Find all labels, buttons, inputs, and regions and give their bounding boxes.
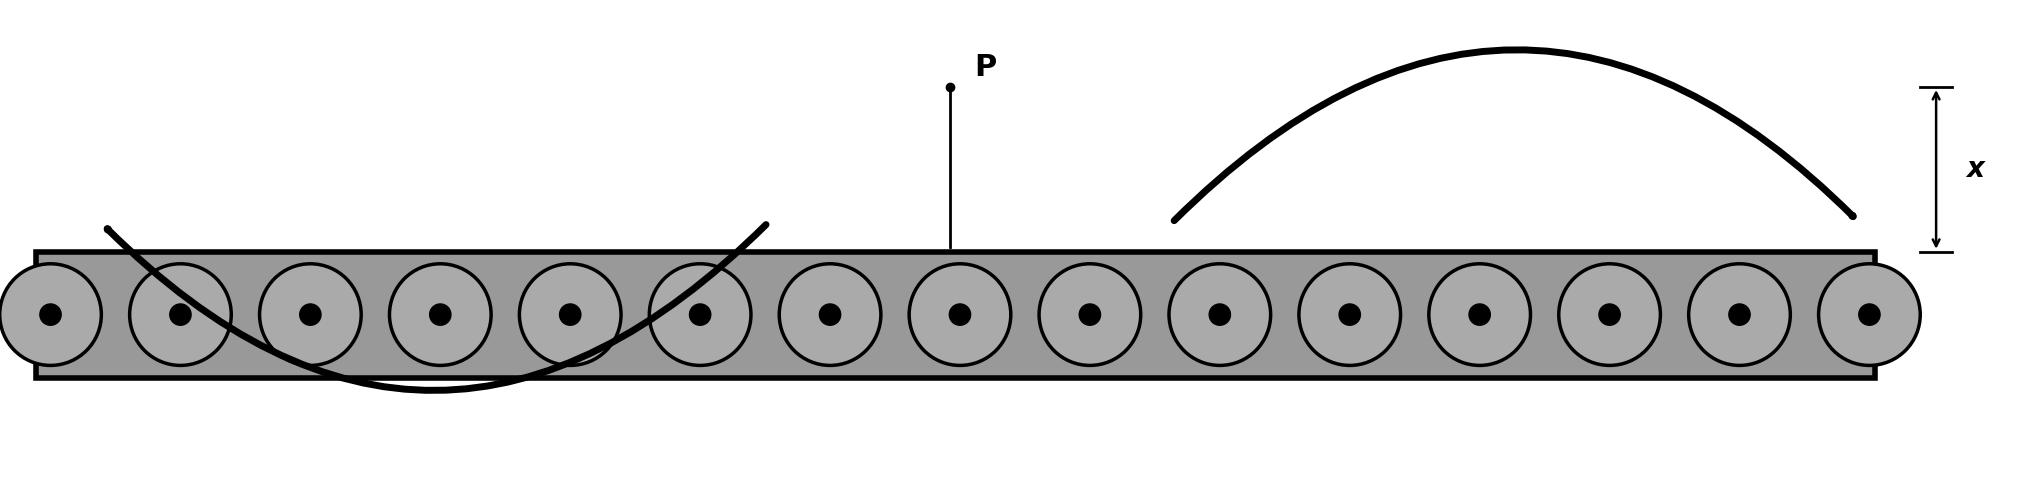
Ellipse shape [689, 304, 711, 325]
Bar [36, 252, 1875, 378]
Ellipse shape [1558, 264, 1661, 365]
Ellipse shape [1859, 304, 1880, 325]
Ellipse shape [1599, 304, 1621, 325]
Ellipse shape [40, 304, 61, 325]
Ellipse shape [1340, 304, 1360, 325]
Ellipse shape [1728, 304, 1750, 325]
Ellipse shape [1039, 264, 1140, 365]
Ellipse shape [1209, 304, 1231, 325]
Ellipse shape [1469, 304, 1489, 325]
Ellipse shape [819, 304, 841, 325]
Ellipse shape [909, 264, 1010, 365]
Ellipse shape [1819, 264, 1920, 365]
Ellipse shape [259, 264, 362, 365]
Ellipse shape [649, 264, 752, 365]
Ellipse shape [299, 304, 321, 325]
Ellipse shape [1079, 304, 1101, 325]
Text: P: P [974, 53, 996, 82]
Ellipse shape [390, 264, 491, 365]
Ellipse shape [1690, 264, 1791, 365]
Ellipse shape [430, 304, 451, 325]
FancyArrowPatch shape [1174, 50, 1853, 221]
FancyArrowPatch shape [107, 225, 766, 391]
Ellipse shape [170, 304, 192, 325]
Ellipse shape [519, 264, 620, 365]
Ellipse shape [0, 264, 101, 365]
Ellipse shape [1300, 264, 1401, 365]
Ellipse shape [560, 304, 580, 325]
Ellipse shape [950, 304, 970, 325]
Ellipse shape [780, 264, 881, 365]
Ellipse shape [1429, 264, 1530, 365]
Text: x: x [1966, 155, 1985, 183]
Ellipse shape [1168, 264, 1271, 365]
Ellipse shape [129, 264, 230, 365]
